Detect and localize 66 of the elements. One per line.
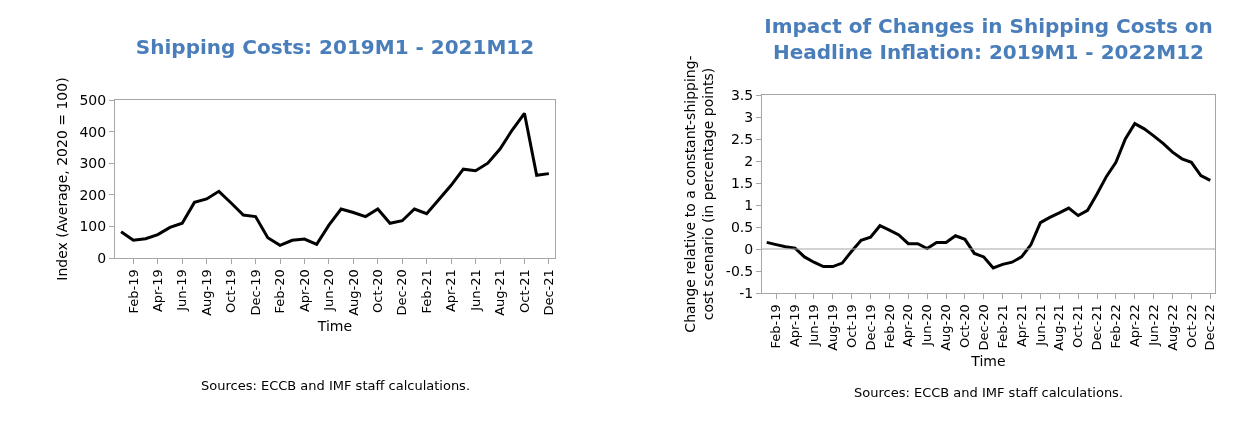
y-tick-label: 100 — [79, 218, 107, 235]
y-tick-label: 200 — [79, 186, 107, 203]
x-axis-title: Time — [316, 318, 353, 335]
x-tick-label: Jun-19 — [174, 269, 190, 312]
y-tick-label: 0 — [744, 240, 754, 257]
y-axis-title: Index (Average, 2020 = 100) — [54, 77, 71, 281]
y-tick-label: 500 — [79, 91, 107, 108]
x-tick-label: Feb-21 — [418, 269, 434, 314]
x-tick-label: Dec-19 — [247, 269, 263, 316]
x-tick-label: Jun-20 — [321, 269, 337, 312]
x-tick-label: Dec-21 — [541, 269, 557, 316]
x-tick-label: Aug-21 — [492, 269, 508, 316]
y-tick-label: 300 — [79, 155, 107, 172]
x-tick-label: Apr-21 — [1013, 304, 1029, 348]
x-tick-label: Oct-19 — [843, 304, 859, 348]
x-tick-label: Apr-21 — [443, 269, 459, 313]
y-tick-label: 2.5 — [730, 130, 754, 147]
x-tick-label: Feb-19 — [125, 269, 141, 314]
y-tick-label: 0.5 — [730, 218, 754, 235]
x-tick-label: Dec-21 — [1089, 304, 1105, 351]
x-tick-label: Oct-21 — [516, 269, 532, 313]
x-tick-label: Aug-20 — [938, 304, 954, 351]
y-tick-label: 400 — [79, 123, 107, 140]
y-tick-label: 1 — [744, 196, 754, 213]
x-axis-title: Time — [970, 353, 1006, 370]
chart-title: Impact of Changes in Shipping Costs on Headline Inflation: 2019M1 - 2022M12 — [764, 14, 1213, 64]
chart-title: Shipping Costs: 2019M1 - 2021M12 — [135, 35, 535, 59]
x-tick-label: Apr-22 — [1127, 304, 1143, 348]
x-tick-label: Dec-20 — [976, 304, 992, 351]
x-tick-label: Dec-22 — [1202, 304, 1218, 351]
source-note: Sources: ECCB and IMF staff calculations. — [854, 385, 1124, 400]
x-tick-label: Oct-21 — [1070, 304, 1086, 348]
x-tick-label: Dec-20 — [394, 269, 410, 316]
y-tick-label: 2 — [744, 152, 754, 169]
x-tick-label: Jun-21 — [467, 269, 483, 312]
x-tick-label: Apr-19 — [787, 304, 803, 348]
y-tick-label: -1 — [739, 284, 754, 301]
x-tick-label: Jun-19 — [806, 304, 822, 347]
x-tick-label: Oct-20 — [370, 269, 386, 313]
y-tick-label: 3.5 — [730, 86, 754, 103]
y-axis-title: Change relative to a constant-shipping- cost scenario (in percentage points) — [682, 55, 717, 333]
x-tick-label: Apr-20 — [900, 304, 916, 348]
source-note: Sources: ECCB and IMF staff calculations. — [201, 378, 471, 393]
x-tick-label: Aug-21 — [1051, 304, 1067, 351]
x-tick-label: Dec-19 — [862, 304, 878, 351]
y-tick-label: -0.5 — [725, 262, 754, 279]
y-tick-label: 0 — [97, 249, 107, 266]
x-tick-label: Oct-22 — [1183, 304, 1199, 348]
x-tick-label: Apr-20 — [296, 269, 312, 313]
x-tick-label: Aug-19 — [198, 269, 214, 316]
x-tick-label: Feb-20 — [881, 304, 897, 349]
x-tick-label: Jun-21 — [1032, 304, 1048, 347]
x-tick-label: Aug-20 — [345, 269, 361, 316]
x-tick-label: Aug-19 — [825, 304, 841, 351]
x-tick-label: Oct-20 — [957, 304, 973, 348]
x-tick-label: Oct-19 — [223, 269, 239, 313]
y-tick-label: 1.5 — [730, 174, 754, 191]
x-tick-label: Feb-21 — [994, 304, 1010, 349]
x-tick-label: Apr-19 — [150, 269, 166, 313]
x-tick-label: Jun-20 — [919, 304, 935, 347]
x-tick-label: Feb-22 — [1108, 304, 1124, 349]
x-tick-label: Feb-20 — [272, 269, 288, 314]
x-tick-label: Jun-22 — [1145, 304, 1161, 347]
x-tick-label: Aug-22 — [1164, 304, 1180, 351]
x-tick-label: Feb-19 — [768, 304, 784, 349]
y-tick-label: 3 — [744, 108, 754, 125]
